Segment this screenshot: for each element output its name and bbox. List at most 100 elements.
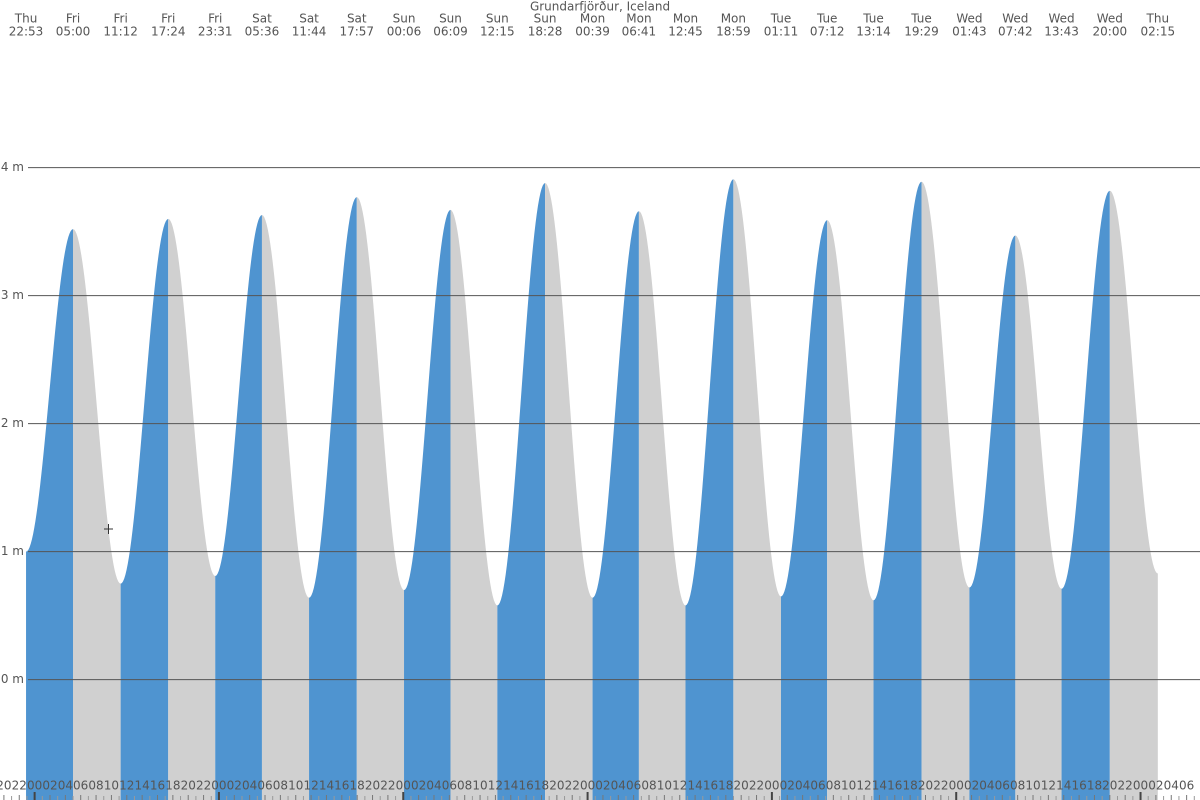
tide-segment — [685, 179, 734, 800]
hour-label: 14 — [1056, 779, 1071, 793]
hour-label: 06 — [442, 779, 457, 793]
extreme-time: 12:45 — [668, 25, 703, 39]
hour-label: 00 — [396, 779, 411, 793]
hour-label: 06 — [257, 779, 272, 793]
hour-label: 00 — [949, 779, 964, 793]
extreme-time: 18:28 — [528, 25, 563, 39]
hour-label: 04 — [979, 779, 994, 793]
extreme-time: 22:53 — [9, 25, 44, 39]
extreme-time: 01:11 — [764, 25, 799, 39]
hour-label: 22 — [380, 779, 395, 793]
tide-segment — [780, 220, 828, 800]
extreme-time: 18:59 — [716, 25, 751, 39]
extreme-day: Sat — [347, 12, 367, 26]
tide-segment — [827, 220, 874, 800]
hour-label: 02 — [1148, 779, 1163, 793]
extreme-time: 00:39 — [575, 25, 610, 39]
tide-segment — [733, 179, 781, 800]
hour-label: 10 — [1025, 779, 1040, 793]
tide-segment — [120, 218, 169, 800]
extreme-time: 06:41 — [622, 25, 657, 39]
hour-label: 08 — [826, 779, 841, 793]
extreme-day: Tue — [816, 12, 838, 26]
hour-label: 22 — [196, 779, 211, 793]
extreme-day: Fri — [113, 12, 127, 26]
extreme-day: Fri — [161, 12, 175, 26]
hour-label: 02 — [411, 779, 426, 793]
extreme-time: 01:43 — [952, 25, 987, 39]
hour-label: 10 — [657, 779, 672, 793]
hour-label: 04 — [426, 779, 441, 793]
extreme-day: Wed — [956, 12, 982, 26]
hour-label: 18 — [718, 779, 733, 793]
hour-label: 22 — [749, 779, 764, 793]
hour-label: 18 — [165, 779, 180, 793]
hour-label: 20 — [181, 779, 196, 793]
hour-label: 06 — [810, 779, 825, 793]
tide-segment — [638, 211, 686, 800]
hour-label: 02 — [964, 779, 979, 793]
extreme-time: 07:12 — [810, 25, 845, 39]
hour-label: 22 — [12, 779, 27, 793]
tide-segment — [1015, 235, 1062, 800]
tide-segment — [1109, 190, 1158, 800]
extreme-day: Fri — [208, 12, 222, 26]
extreme-time: 05:36 — [245, 25, 280, 39]
hour-label: 14 — [687, 779, 702, 793]
tide-segment — [261, 215, 310, 800]
extreme-day: Fri — [66, 12, 80, 26]
hour-label: 04 — [611, 779, 626, 793]
extreme-day: Sun — [393, 12, 416, 26]
hour-label: 04 — [795, 779, 810, 793]
hour-label: 02 — [780, 779, 795, 793]
extreme-time: 11:12 — [103, 25, 138, 39]
hour-label: 02 — [595, 779, 610, 793]
extreme-day: Wed — [1048, 12, 1074, 26]
hour-label: 12 — [488, 779, 503, 793]
tide-segment — [215, 215, 262, 800]
tide-segment — [73, 229, 121, 800]
labels: 0 m1 m2 m3 m4 mThu22:53Fri05:00Fri11:12F… — [0, 12, 1195, 800]
extreme-day: Sat — [252, 12, 272, 26]
hour-label: 08 — [457, 779, 472, 793]
hour-label: 06 — [73, 779, 88, 793]
tide-segment — [1061, 190, 1110, 800]
hour-label: 12 — [672, 779, 687, 793]
hour-label: 02 — [227, 779, 242, 793]
hour-label: 10 — [841, 779, 856, 793]
hour-label: 20 — [1102, 779, 1117, 793]
extreme-time: 05:00 — [56, 25, 91, 39]
tide-segment — [404, 209, 451, 800]
hour-label: 10 — [472, 779, 487, 793]
hour-label: 20 — [918, 779, 933, 793]
areas — [26, 179, 1158, 800]
hour-label: 16 — [150, 779, 165, 793]
hour-label: 00 — [580, 779, 595, 793]
hour-label: 10 — [104, 779, 119, 793]
extreme-day: Mon — [721, 12, 746, 26]
tide-segment — [873, 181, 922, 800]
extreme-time: 12:15 — [480, 25, 515, 39]
hour-label: 22 — [565, 779, 580, 793]
extreme-day: Tue — [862, 12, 884, 26]
extreme-time: 06:09 — [433, 25, 468, 39]
hour-label: 16 — [334, 779, 349, 793]
tide-segment — [969, 235, 1016, 800]
hour-label: 12 — [1041, 779, 1056, 793]
tide-segment — [921, 181, 970, 800]
tide-segment — [545, 183, 593, 800]
hour-label: 04 — [1164, 779, 1179, 793]
extreme-time: 13:43 — [1044, 25, 1079, 39]
hour-label: 12 — [303, 779, 318, 793]
hour-label: 04 — [58, 779, 73, 793]
extreme-day: Sun — [439, 12, 462, 26]
extreme-time: 17:57 — [339, 25, 374, 39]
hour-label: 00 — [764, 779, 779, 793]
hour-label: 16 — [518, 779, 533, 793]
extreme-time: 07:42 — [998, 25, 1033, 39]
hour-label: 22 — [933, 779, 948, 793]
extreme-day: Thu — [1146, 12, 1170, 26]
tide-segment — [592, 211, 639, 800]
hour-label: 00 — [27, 779, 42, 793]
extreme-day: Thu — [14, 12, 38, 26]
